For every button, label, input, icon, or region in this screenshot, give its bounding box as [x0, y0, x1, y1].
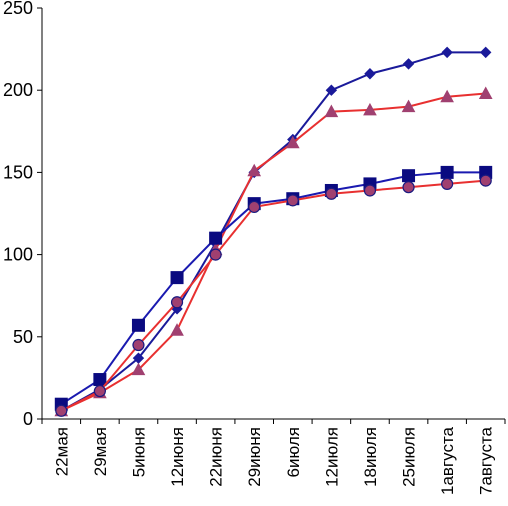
x-tick-label: 29июня	[245, 427, 264, 487]
y-tick-label: 200	[3, 80, 33, 100]
data-point	[170, 271, 184, 285]
y-tick-label: 0	[23, 409, 33, 429]
data-point	[480, 46, 492, 59]
x-tick-labels: 22мая 29мая 5июня 12июня 22июня 29июня 6июля 12…	[52, 426, 495, 495]
series-4	[55, 174, 492, 417]
data-point	[131, 318, 145, 332]
axes	[37, 7, 506, 424]
x-tick-label: 5июня	[129, 427, 148, 477]
x-tick-label: 22мая	[52, 427, 71, 476]
data-point	[364, 68, 376, 80]
data-point	[170, 296, 184, 309]
data-point	[324, 104, 339, 118]
series-group	[54, 46, 493, 417]
data-point	[209, 231, 223, 245]
data-point	[363, 184, 377, 197]
data-point	[441, 177, 454, 191]
data-point	[131, 362, 146, 376]
data-point	[401, 99, 416, 113]
data-point	[170, 323, 184, 336]
data-point	[325, 187, 338, 200]
x-tick-label: 29мая	[91, 427, 110, 476]
y-tick-labels: 0 50 100 150 200 250	[3, 0, 33, 429]
x-tick-label: 22июня	[207, 427, 226, 487]
data-point	[479, 174, 492, 187]
series-line	[60, 179, 486, 412]
data-point	[363, 102, 377, 116]
data-point	[209, 248, 222, 261]
x-tick-label: 7августа	[477, 426, 496, 495]
data-point	[402, 58, 415, 70]
data-point	[93, 373, 107, 387]
data-point	[325, 84, 338, 96]
x-tick-label: 18июля	[361, 427, 380, 487]
series-line	[60, 92, 486, 412]
x-tick-label: 12июня	[168, 427, 187, 487]
data-point	[55, 404, 68, 417]
data-point	[402, 181, 415, 194]
data-point	[248, 200, 261, 214]
data-point	[286, 194, 299, 207]
data-point	[478, 86, 493, 99]
y-tick-label: 50	[13, 327, 33, 347]
data-point	[440, 165, 454, 179]
y-tick-label: 150	[3, 162, 33, 182]
data-point	[132, 338, 145, 352]
x-tick-label: 6июля	[284, 427, 303, 477]
x-tick-label: 1августа	[438, 426, 457, 495]
y-tick-label: 100	[3, 245, 33, 265]
data-point	[247, 163, 262, 177]
data-point	[440, 89, 454, 103]
y-tick-label: 250	[3, 0, 33, 18]
data-point	[93, 384, 106, 398]
series-line	[60, 51, 486, 412]
x-tick-label: 25июля	[400, 427, 419, 487]
data-point	[402, 169, 416, 183]
data-point	[285, 135, 300, 149]
data-point	[441, 46, 453, 59]
x-tick-label: 12июля	[322, 427, 341, 487]
